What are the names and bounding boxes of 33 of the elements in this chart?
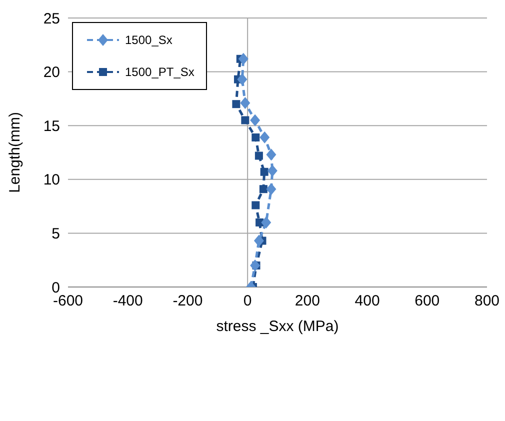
point [241,116,250,124]
point [252,133,260,142]
x-tick-label: -400 [112,292,143,310]
point [267,164,278,177]
point [237,73,248,86]
point [260,131,270,144]
x-tick-label: 0 [243,292,252,310]
point [254,152,263,160]
point [261,216,272,228]
x-axis-title: stress _Sxx (MPa) [216,318,339,335]
point [259,185,268,194]
point [260,168,268,176]
point [252,201,260,210]
legend-label: 1500_PT_Sx [125,65,194,79]
point [232,100,240,108]
point [250,114,260,126]
x-tick-label: -200 [172,292,203,310]
y-tick-label: 10 [43,172,60,189]
point [266,183,276,196]
y-tick-label: 25 [43,10,60,28]
point [254,234,264,247]
legend-label: 1500_Sx [125,33,172,47]
y-tick-label: 15 [43,118,60,135]
point [238,52,248,65]
x-tick-label: 200 [294,292,320,310]
point [240,97,250,110]
y-axis-title: Length(mm) [6,112,24,193]
x-tick-label: 800 [474,292,500,310]
x-tick-label: 400 [354,292,380,310]
y-tick-label: 20 [43,64,60,82]
y-tick-label: 5 [52,226,60,243]
point [266,148,276,161]
x-tick-label: 600 [414,292,440,310]
